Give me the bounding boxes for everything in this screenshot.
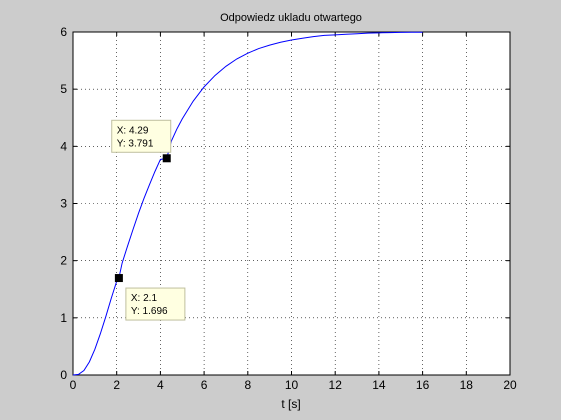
plot-area (73, 32, 510, 375)
x-tick-label: 2 (113, 378, 120, 392)
x-tick-label: 12 (329, 378, 343, 392)
y-tick-label: 4 (60, 139, 67, 153)
datatip[interactable]: X: 4.29 Y: 3.791 (111, 119, 172, 163)
y-tick-label: 6 (60, 25, 67, 39)
x-tick-label: 16 (416, 378, 430, 392)
datatip-box (125, 287, 186, 321)
x-tick-label: 18 (460, 378, 474, 392)
y-tick-label: 0 (60, 368, 67, 382)
datatip-y-label: Y: 1.696 (131, 306, 168, 317)
y-tick-label: 2 (60, 254, 67, 268)
chart-title: Odpowiedz ukladu otwartego (220, 12, 362, 24)
datatips: X: 2.1 Y: 1.696 X: 4.29 Y: 3.791 (111, 119, 186, 321)
datatip-x-label: X: 4.29 (117, 125, 149, 136)
datatip-marker[interactable] (162, 154, 171, 163)
x-axis-label: t [s] (281, 397, 300, 411)
datatip-y-label: Y: 3.791 (117, 138, 154, 149)
y-tick-label: 3 (60, 197, 67, 211)
datatip-box (111, 119, 172, 153)
datatip[interactable]: X: 2.1 Y: 1.696 (114, 274, 186, 321)
y-tick-label: 1 (60, 311, 67, 325)
y-tick-label: 5 (60, 82, 67, 96)
datatip-marker[interactable] (114, 274, 123, 283)
x-tick-label: 6 (201, 378, 208, 392)
x-tick-label: 10 (285, 378, 299, 392)
x-tick-label: 14 (372, 378, 386, 392)
series-line (72, 31, 423, 376)
x-tick-label: 8 (244, 378, 251, 392)
x-tick-label: 20 (503, 378, 517, 392)
datatip-x-label: X: 2.1 (131, 293, 158, 304)
series-layer (72, 31, 423, 376)
x-tick-label: 4 (157, 378, 164, 392)
x-tick-label: 0 (70, 378, 77, 392)
